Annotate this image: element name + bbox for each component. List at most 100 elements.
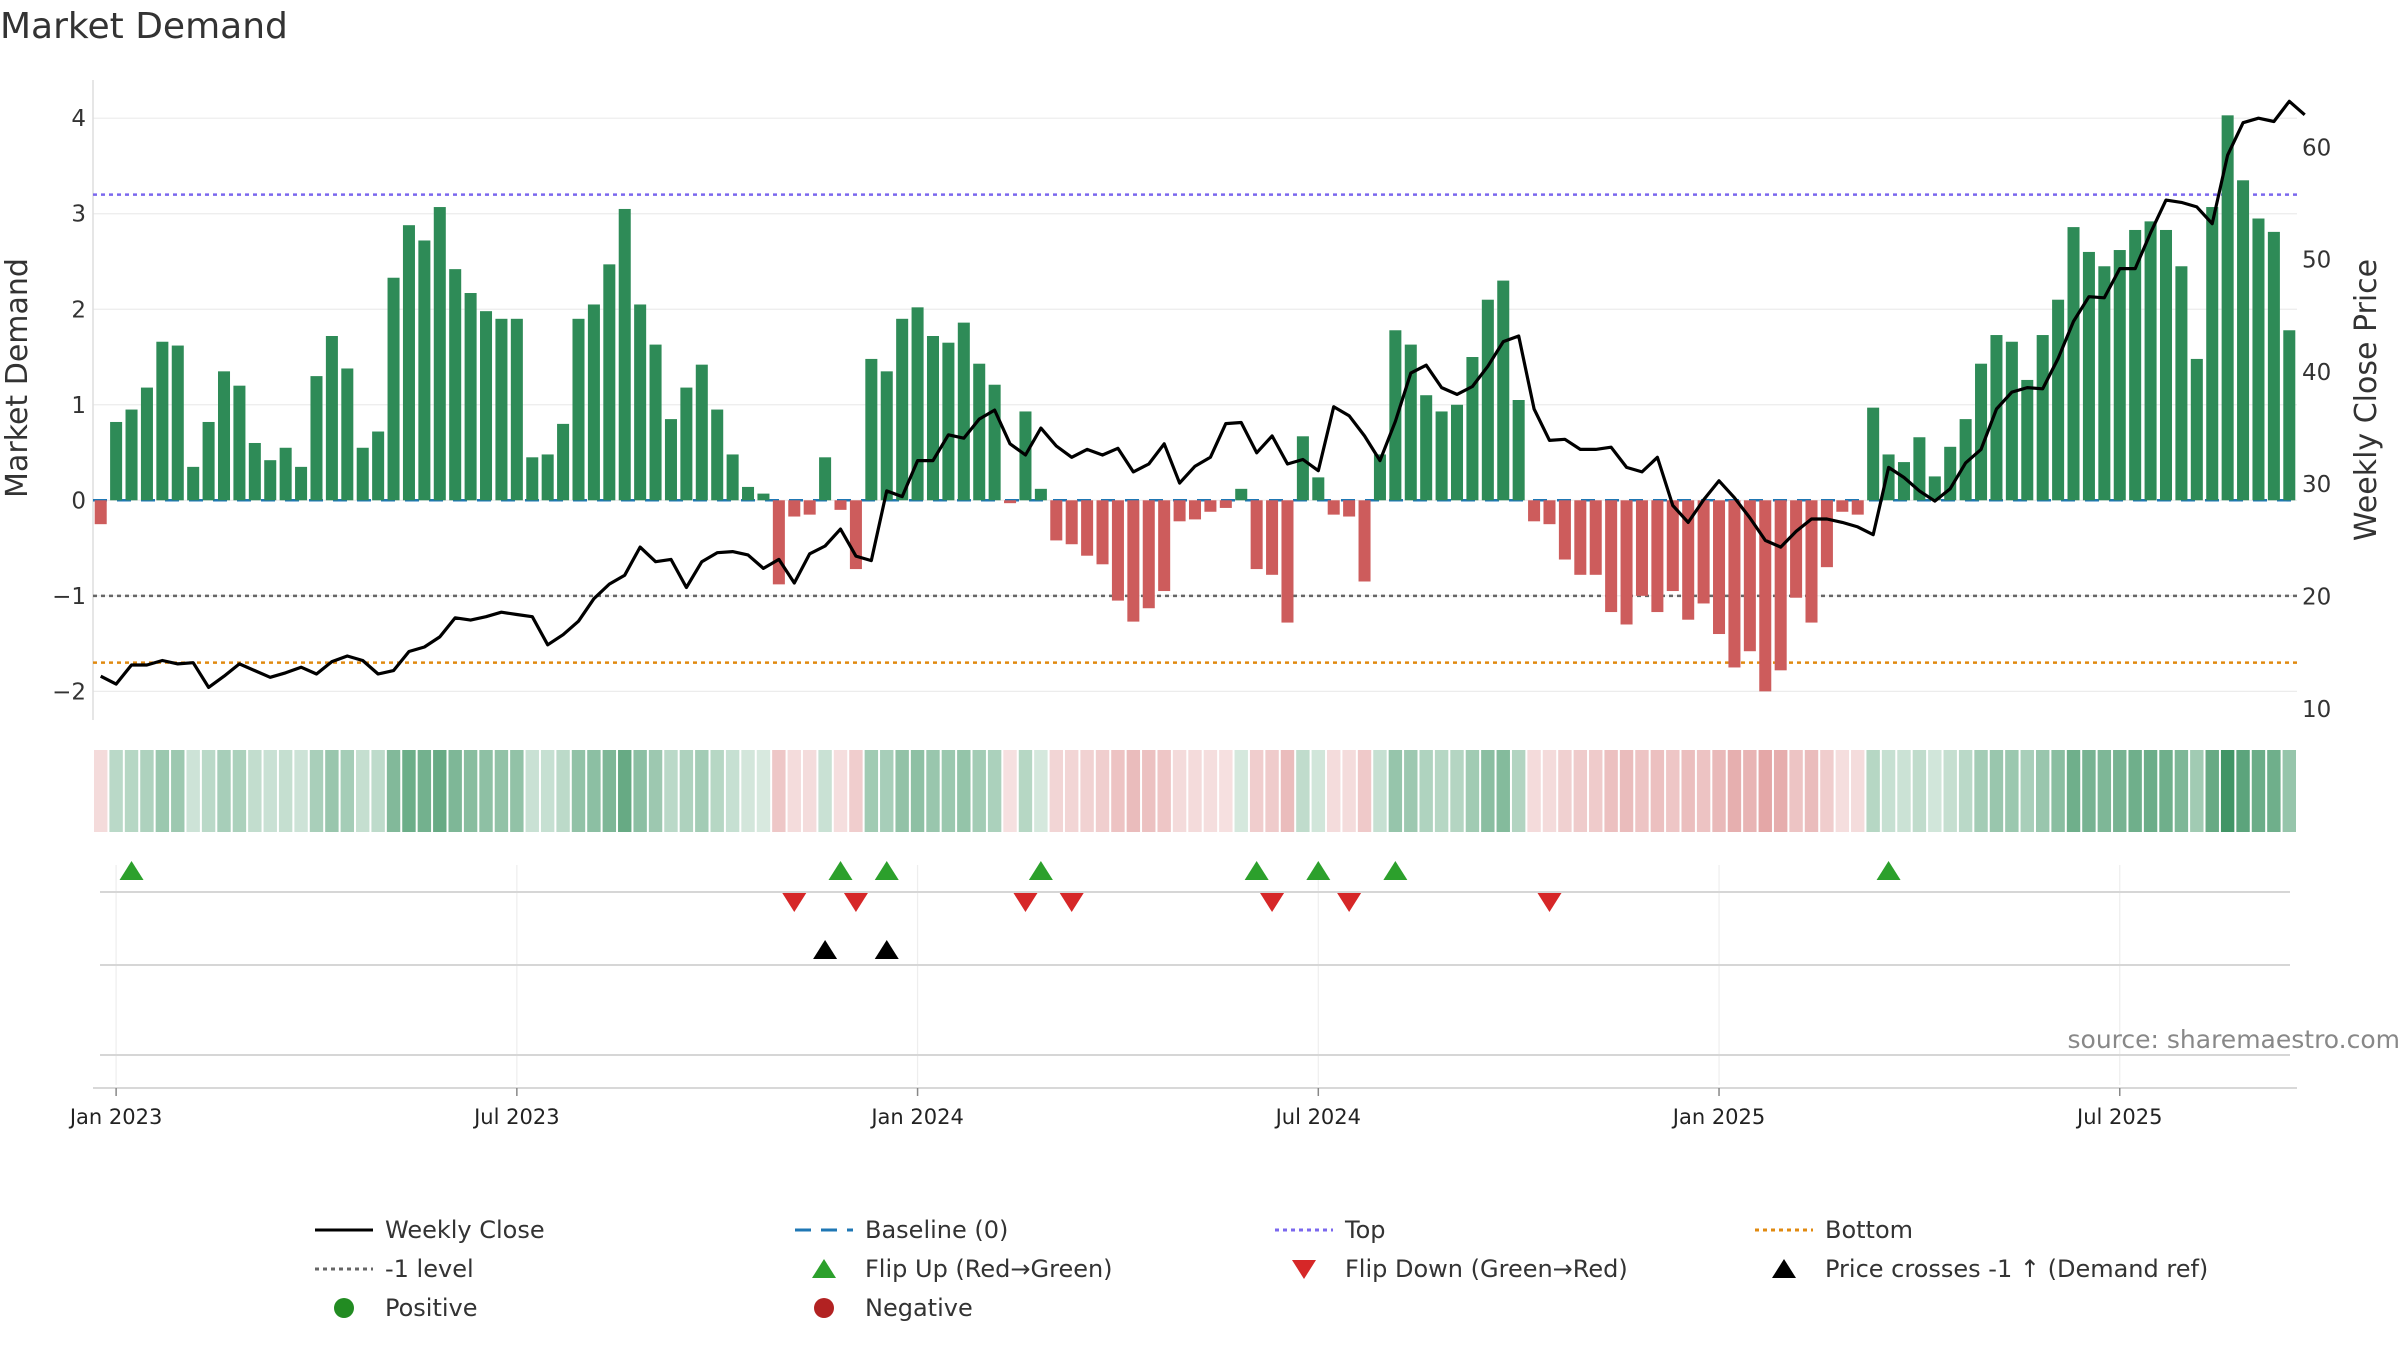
heat-cell bbox=[1943, 750, 1957, 832]
flip-up-marker bbox=[119, 861, 144, 880]
flip-down-marker bbox=[782, 893, 807, 912]
demand-bar bbox=[1697, 500, 1710, 604]
demand-bar bbox=[1836, 500, 1849, 512]
demand-bar bbox=[1543, 500, 1556, 525]
heat-cell bbox=[957, 750, 971, 832]
demand-bar bbox=[1867, 407, 1880, 501]
demand-bar bbox=[402, 225, 415, 501]
legend-swatch-price-cross bbox=[1772, 1259, 1796, 1278]
demand-bar bbox=[1666, 500, 1679, 592]
demand-bar bbox=[449, 269, 462, 501]
heat-cell bbox=[1804, 750, 1819, 832]
heat-cell bbox=[2082, 750, 2096, 832]
demand-bar bbox=[634, 304, 647, 501]
demand-bar bbox=[803, 500, 816, 515]
heat-cell bbox=[1296, 750, 1310, 832]
legend-label: Weekly Close bbox=[385, 1216, 545, 1244]
heat-cell bbox=[1172, 750, 1187, 832]
heat-cell bbox=[695, 750, 709, 832]
demand-bar bbox=[1081, 500, 1094, 556]
demand-bar bbox=[1620, 500, 1633, 625]
heat-cell bbox=[1203, 750, 1218, 832]
heat-cell bbox=[1619, 750, 1634, 832]
heat-cell bbox=[1404, 750, 1418, 832]
y2-tick-label: 50 bbox=[2302, 248, 2331, 274]
flip-down-marker bbox=[1537, 893, 1562, 912]
demand-bar bbox=[1111, 500, 1124, 601]
heat-cell bbox=[2267, 750, 2281, 832]
heat-cell bbox=[802, 750, 817, 832]
demand-bar bbox=[865, 358, 878, 501]
heat-cell bbox=[1434, 750, 1449, 832]
heat-cell bbox=[371, 750, 385, 832]
demand-bar bbox=[279, 447, 292, 501]
demand-bar bbox=[1420, 395, 1433, 501]
price-cross-marker bbox=[874, 940, 899, 959]
demand-bar bbox=[1204, 500, 1217, 512]
heat-cell bbox=[941, 750, 956, 832]
flip-up-marker bbox=[1383, 861, 1408, 880]
heat-cell bbox=[618, 750, 632, 832]
demand-bar bbox=[1635, 500, 1648, 596]
demand-bar bbox=[1512, 400, 1525, 501]
heat-cell bbox=[1126, 750, 1141, 832]
demand-bar bbox=[2159, 229, 2173, 501]
date-label: Jan 2023 bbox=[68, 1105, 163, 1129]
heat-cell bbox=[633, 750, 647, 832]
demand-bar bbox=[433, 207, 446, 501]
date-label: Jan 2025 bbox=[1671, 1105, 1766, 1129]
heat-cell bbox=[1743, 750, 1757, 832]
flip-up-marker bbox=[874, 861, 899, 880]
heat-cell bbox=[2159, 750, 2173, 832]
demand-bar bbox=[757, 493, 770, 501]
date-label: Jul 2024 bbox=[1274, 1105, 1361, 1129]
heat-cell bbox=[217, 750, 231, 832]
legend-label: -1 level bbox=[385, 1255, 474, 1283]
demand-bar bbox=[94, 500, 107, 525]
demand-bar bbox=[1497, 280, 1510, 501]
heat-cell bbox=[510, 750, 524, 832]
heat-cell bbox=[109, 750, 123, 832]
heat-cell bbox=[2051, 750, 2065, 832]
demand-bar bbox=[1713, 500, 1726, 635]
demand-bar bbox=[2252, 218, 2265, 501]
demand-bar bbox=[480, 311, 493, 501]
heat-cell bbox=[186, 750, 200, 832]
heat-cell bbox=[849, 750, 863, 832]
heat-cell bbox=[1327, 750, 1341, 832]
heat-cell bbox=[910, 750, 925, 832]
heat-cell bbox=[1928, 750, 1942, 832]
demand-bar bbox=[834, 500, 847, 510]
demand-bar bbox=[2190, 358, 2203, 501]
demand-bar bbox=[2267, 231, 2280, 501]
heat-cell bbox=[448, 750, 462, 832]
heat-cell bbox=[1758, 750, 1772, 832]
heat-cell bbox=[756, 750, 771, 832]
demand-bar bbox=[418, 240, 431, 501]
legend-label: Negative bbox=[865, 1294, 973, 1322]
heat-cell bbox=[972, 750, 986, 832]
y-tick-label: −1 bbox=[52, 584, 86, 610]
demand-bar bbox=[1589, 500, 1602, 575]
heat-cell bbox=[2251, 750, 2266, 832]
demand-bar bbox=[1651, 500, 1664, 613]
legend: Weekly Close Baseline (0) Top Bottom -1 leve… bbox=[315, 1216, 2208, 1322]
demand-bar bbox=[695, 364, 708, 501]
demand-bar bbox=[1373, 454, 1386, 501]
heat-cell bbox=[710, 750, 724, 832]
demand-bar bbox=[957, 322, 970, 501]
legend-swatch-flip-down bbox=[1292, 1260, 1316, 1279]
heat-cell bbox=[2190, 750, 2204, 832]
demand-bar bbox=[217, 371, 231, 501]
demand-heat-strip bbox=[94, 750, 2296, 832]
demand-bar bbox=[1682, 500, 1695, 620]
heat-cell bbox=[309, 750, 324, 832]
heat-cell bbox=[602, 750, 617, 832]
demand-bar bbox=[1944, 446, 1957, 501]
demand-bar bbox=[125, 409, 138, 501]
weekly-close-line bbox=[99, 99, 2306, 690]
demand-bar bbox=[942, 342, 955, 501]
demand-bar bbox=[1281, 500, 1294, 623]
y-tick-label: 0 bbox=[71, 488, 86, 514]
demand-bar bbox=[295, 466, 308, 501]
